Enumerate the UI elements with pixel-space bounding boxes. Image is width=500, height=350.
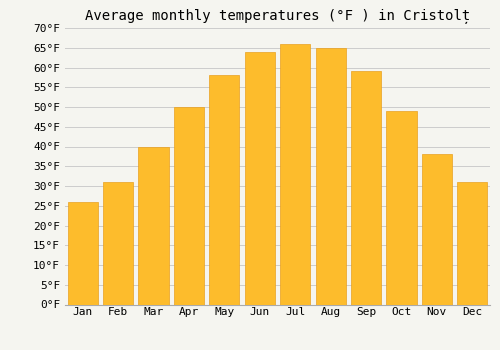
Bar <box>138 147 168 304</box>
Bar <box>280 44 310 304</box>
Bar <box>174 107 204 304</box>
Bar <box>103 182 133 304</box>
Bar <box>457 182 488 304</box>
Bar <box>316 48 346 304</box>
Bar <box>244 52 275 304</box>
Bar <box>210 75 240 304</box>
Title: Average monthly temperatures (°F ) in Cristolț: Average monthly temperatures (°F ) in Cr… <box>85 9 470 24</box>
Bar <box>351 71 381 304</box>
Bar <box>386 111 416 304</box>
Bar <box>68 202 98 304</box>
Bar <box>422 154 452 304</box>
